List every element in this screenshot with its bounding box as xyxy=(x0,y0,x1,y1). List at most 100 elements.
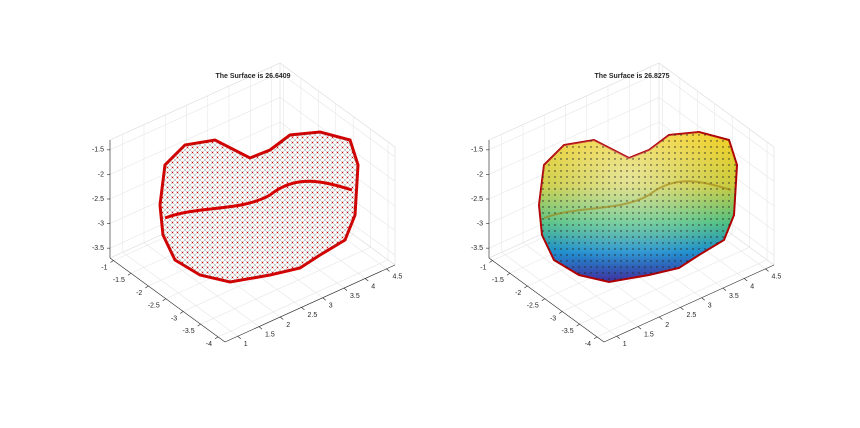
y-tick xyxy=(110,260,114,263)
x-tick xyxy=(680,307,684,311)
axes: 1 1.5 2 2.5 3 3.5 4 4.5 -4 -3.5 -3 -2.5 -2 -1.5 -1 -3.5… xyxy=(471,62,782,348)
box-edge xyxy=(658,62,775,148)
y-tick-label: -2 xyxy=(136,290,142,297)
x-tick-label: 3 xyxy=(708,303,712,310)
y-tick-label: -3.5 xyxy=(562,328,574,335)
y-tick xyxy=(127,273,132,276)
x-tick xyxy=(616,335,620,339)
x-tick-label: 1 xyxy=(244,341,248,348)
y-tick xyxy=(541,298,545,301)
x-tick xyxy=(280,316,284,320)
x-tick-label: 4.5 xyxy=(393,274,403,281)
x-tick xyxy=(722,287,727,291)
x-tick-label: 1 xyxy=(623,341,627,348)
grid-line xyxy=(579,246,750,325)
y-tick xyxy=(593,336,598,340)
x-tick-label: 4 xyxy=(371,283,375,290)
x-tick xyxy=(765,268,769,272)
y-tick-label: -3 xyxy=(171,315,177,322)
chart-title: The Surface is 26.8275 xyxy=(594,73,669,80)
x-tick xyxy=(637,326,642,330)
y-tick-label: -1.5 xyxy=(492,277,504,284)
z-tick-label: -1.5 xyxy=(92,147,104,154)
grid-line xyxy=(279,72,396,158)
y-tick xyxy=(559,311,563,314)
grid-line xyxy=(143,242,260,327)
surface-nodes xyxy=(539,132,737,282)
x-tick-label: 2 xyxy=(665,322,669,329)
y-tick xyxy=(576,323,580,327)
x-tick xyxy=(744,278,748,282)
surface-ridge xyxy=(543,180,732,219)
y-axis xyxy=(109,257,226,343)
y-tick-label: -1.5 xyxy=(113,277,125,284)
x-tick-label: 3.5 xyxy=(350,293,360,300)
z-tick-label: -3.5 xyxy=(92,245,104,252)
x-tick-label: 1.5 xyxy=(644,331,654,338)
y-tick-label: -2.5 xyxy=(148,303,160,310)
y-tick-label: -1 xyxy=(101,264,107,271)
y-tick xyxy=(214,336,219,340)
x-tick-label: 2.5 xyxy=(308,312,318,319)
mesh-edges xyxy=(160,132,358,282)
x-tick xyxy=(343,287,348,291)
y-tick xyxy=(524,285,528,289)
x-tick-label: 4 xyxy=(750,283,754,290)
x-tick xyxy=(701,297,705,301)
x-tick xyxy=(301,307,305,311)
z-tick-label: -3.5 xyxy=(471,245,483,252)
grid-line xyxy=(200,246,371,325)
x-tick-label: 1.5 xyxy=(265,331,275,338)
axes: 1 1.5 2 2.5 3 3.5 4 4.5 -4 -3.5 -3 -2.5 -2 -1.5 -1 -3.5… xyxy=(92,62,403,348)
x-tick xyxy=(322,297,326,301)
chart-title: The Surface is 26.6409 xyxy=(215,73,290,80)
z-tick-label: -2 xyxy=(477,171,483,178)
y-tick-label: -4 xyxy=(206,341,212,348)
grid-line xyxy=(122,251,238,337)
x-axis xyxy=(224,264,396,343)
x-tick-label: 3 xyxy=(329,303,333,310)
z-tick-label: -3 xyxy=(98,220,104,227)
y-tick-label: -2.5 xyxy=(527,303,539,310)
z-tick-label: -3 xyxy=(477,220,483,227)
x-tick xyxy=(237,335,241,339)
y-tick-label: -4 xyxy=(585,341,591,348)
x-tick xyxy=(365,278,369,282)
z-tick-label: -2 xyxy=(98,171,104,178)
box-edge xyxy=(109,62,281,141)
grid-line xyxy=(217,259,389,338)
x-tick-label: 4.5 xyxy=(772,274,782,281)
grid-line xyxy=(522,242,639,327)
x-axis xyxy=(603,264,775,343)
y-tick xyxy=(162,298,166,301)
grid-line xyxy=(488,97,660,175)
grid-line xyxy=(109,97,281,175)
x-tick xyxy=(659,316,663,320)
grid-line xyxy=(501,251,617,337)
y-tick xyxy=(489,260,493,263)
y-tick xyxy=(180,311,184,314)
y-tick xyxy=(506,273,511,276)
y-tick xyxy=(197,323,201,327)
x-tick xyxy=(386,268,390,272)
y-tick-label: -3.5 xyxy=(183,328,195,335)
grid-line xyxy=(109,72,281,151)
grid-line xyxy=(596,259,768,338)
y-tick-label: -2 xyxy=(515,290,521,297)
x-tick-label: 3.5 xyxy=(729,293,739,300)
x-tick xyxy=(258,326,263,330)
y-axis xyxy=(488,257,605,343)
y-tick-label: -3 xyxy=(550,315,556,322)
z-tick-label: -1.5 xyxy=(471,147,483,154)
z-tick-label: -2.5 xyxy=(92,196,104,203)
x-tick-label: 2 xyxy=(286,322,290,329)
z-tick-label: -2.5 xyxy=(471,196,483,203)
box-edge xyxy=(279,62,396,148)
y-tick xyxy=(145,285,149,289)
grid-line xyxy=(658,72,775,158)
grid-line xyxy=(488,72,660,151)
mesh-ridge xyxy=(164,179,353,220)
x-tick-label: 2.5 xyxy=(687,312,697,319)
y-tick-label: -1 xyxy=(480,264,486,271)
